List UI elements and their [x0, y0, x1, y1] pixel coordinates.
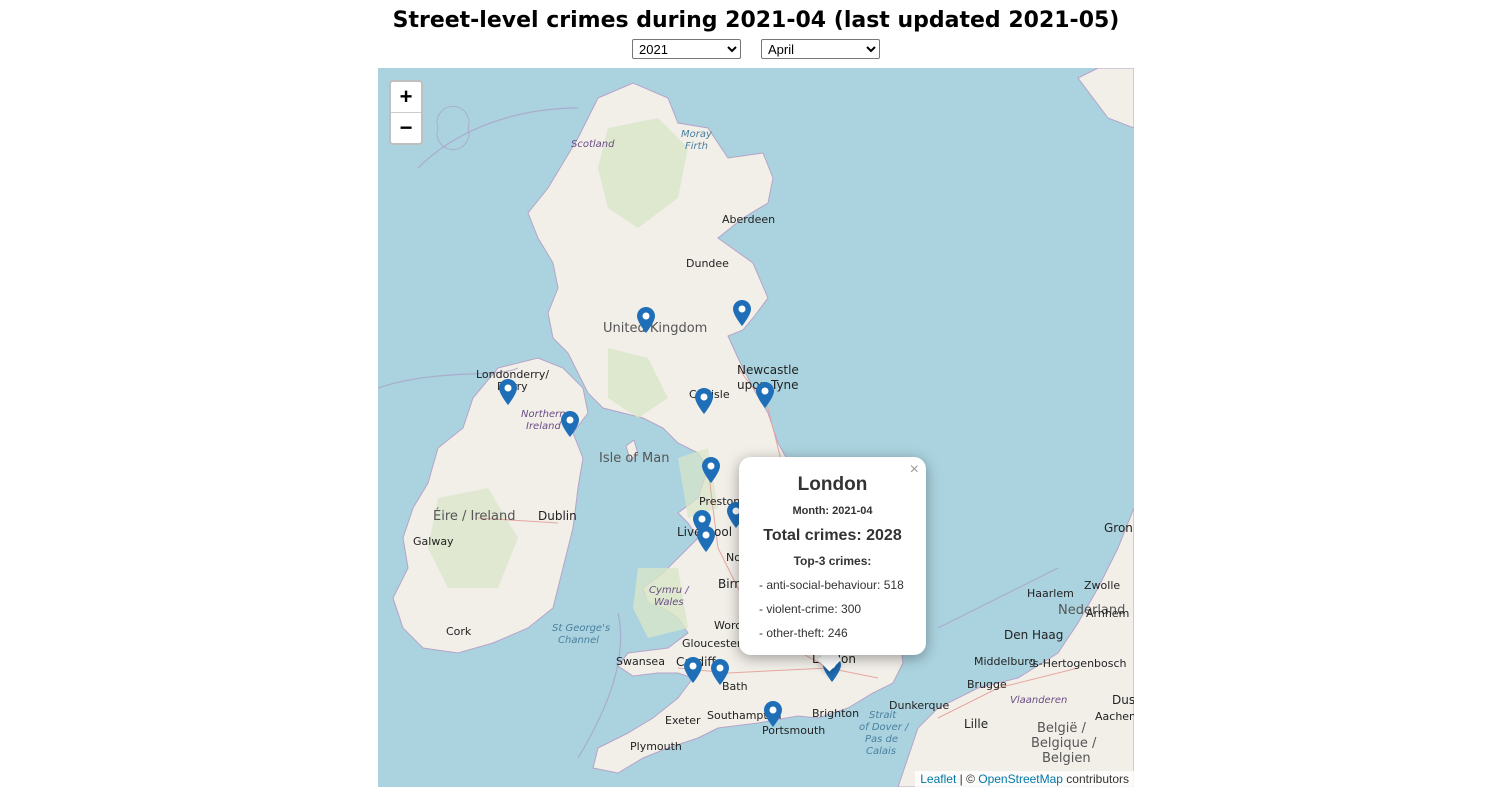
popup-top-label: Top-3 crimes: [793, 554, 872, 568]
label-of-dover: of Dover / [859, 722, 909, 733]
osm-link[interactable]: OpenStreetMap [978, 772, 1063, 786]
label-st-georges: St George's [552, 623, 611, 634]
page-title: Street-level crimes during 2021-04 (last… [392, 8, 1120, 33]
year-select[interactable]: 2021 [632, 39, 741, 59]
label-vlaanderen: Vlaanderen [1010, 695, 1068, 706]
map-marker-icon[interactable] [702, 457, 720, 483]
label-isle-of-man: Isle of Man [599, 451, 670, 466]
popup-close-button[interactable]: × [909, 461, 919, 478]
label-bath: Bath [722, 680, 748, 693]
popup-crime-item: - anti-social-behaviour: 518 [759, 578, 904, 592]
map-marker-icon[interactable] [499, 379, 517, 405]
label-zwolle: Zwolle [1084, 579, 1121, 592]
label-brighton: Brighton [812, 707, 860, 720]
label-belgien: Belgien [1042, 751, 1091, 766]
map-marker-icon[interactable] [733, 300, 751, 326]
label-southampton: Southampton [707, 709, 782, 722]
attribution-contributors: contributors [1062, 772, 1129, 786]
label-dunkerque: Dunkerque [889, 699, 950, 712]
popup-total: Total crimes: 2028 [763, 527, 902, 544]
label-hertogenbosch: 's-Hertogenbosch [1030, 657, 1127, 670]
popup-city: London [797, 474, 868, 495]
label-den-haag: Den Haag [1004, 628, 1064, 642]
label-belgique: Belgique / [1031, 736, 1097, 751]
attribution-separator: | © [956, 772, 979, 786]
label-eire: Éire / Ireland [433, 509, 516, 524]
label-exeter: Exeter [665, 714, 701, 727]
map-marker-icon[interactable] [695, 388, 713, 414]
label-arnhem: Arnhem [1086, 607, 1130, 620]
map-marker-icon[interactable] [697, 526, 715, 552]
label-moray: Moray [681, 129, 712, 140]
zoom-control: + − [389, 80, 423, 145]
month-select[interactable]: April [761, 39, 880, 59]
label-channel: Channel [558, 635, 600, 646]
crime-map[interactable]: Scotland Moray Firth Aberdeen Dundee Uni… [378, 68, 1134, 787]
label-nottingham: No [726, 551, 741, 564]
map-marker-icon[interactable] [711, 659, 729, 685]
label-aachen: Aachen [1095, 710, 1134, 723]
label-portsmouth: Portsmouth [762, 724, 826, 737]
popup-crime-item: - other-theft: 246 [759, 626, 848, 640]
marker-popup: × London Month: 2021-04 Total crimes: 20… [739, 457, 926, 655]
label-gloucester: Gloucester [682, 637, 742, 650]
leaflet-link[interactable]: Leaflet [920, 772, 957, 786]
label-dublin: Dublin [538, 509, 577, 523]
zoom-out-button[interactable]: − [399, 115, 413, 140]
label-dundee: Dundee [686, 257, 729, 270]
label-preston: Preston [699, 495, 741, 508]
label-haarlem: Haarlem [1027, 587, 1074, 600]
label-firth: Firth [685, 141, 708, 152]
label-aberdeen: Aberdeen [722, 213, 776, 226]
label-wales: Wales [654, 597, 684, 608]
label-cymru: Cymru / [649, 585, 689, 596]
label-belgie: België / [1037, 721, 1086, 736]
label-pas-de: Pas de [865, 734, 899, 745]
map-marker-icon[interactable] [764, 701, 782, 727]
map-marker-icon[interactable] [561, 411, 579, 437]
label-brugge: Brugge [967, 678, 1007, 691]
label-newcastle: Newcastle [737, 363, 799, 377]
map-base-tiles [378, 68, 1134, 787]
popup-month: Month: 2021-04 [792, 505, 873, 517]
label-northern: Northern [521, 409, 566, 420]
label-cork: Cork [446, 625, 472, 638]
label-swansea: Swansea [616, 655, 665, 668]
label-strait: Strait [869, 710, 897, 721]
label-nederland: Nederland [1058, 603, 1126, 618]
label-ireland-ni: Ireland [526, 421, 561, 432]
label-plymouth: Plymouth [630, 740, 682, 753]
label-calais: Calais [866, 746, 897, 757]
map-marker-icon[interactable] [684, 657, 702, 683]
label-londonderry: Londonderry/ [476, 368, 550, 381]
map-marker-icon[interactable] [756, 382, 774, 408]
date-controls: 2021 April [0, 38, 1512, 60]
label-dus: Dus [1112, 693, 1134, 707]
label-scotland: Scotland [571, 139, 615, 150]
label-lille: Lille [964, 717, 989, 731]
label-groningen: Groni [1104, 521, 1134, 535]
map-attribution: Leaflet | © OpenStreetMap contributors [915, 771, 1134, 787]
zoom-in-button[interactable]: + [391, 82, 421, 113]
label-united-kingdom: United Kingdom [603, 321, 708, 336]
label-galway: Galway [413, 535, 454, 548]
label-middelburg: Middelburg [974, 655, 1036, 668]
popup-crime-item: - violent-crime: 300 [759, 602, 862, 616]
map-marker-icon[interactable] [637, 307, 655, 333]
